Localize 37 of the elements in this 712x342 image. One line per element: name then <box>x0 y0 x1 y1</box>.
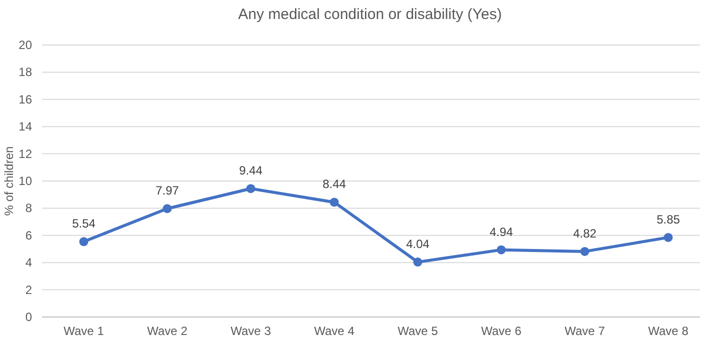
y-tick-label: 2 <box>25 282 32 297</box>
y-tick-label: 18 <box>18 65 32 80</box>
x-tick-label: Wave 3 <box>230 324 272 338</box>
x-tick-label: Wave 1 <box>64 324 104 338</box>
data-label: 7.97 <box>156 184 180 198</box>
point <box>580 246 590 256</box>
point <box>330 198 339 207</box>
y-tick-label: 14 <box>18 120 32 134</box>
data-label: 5.54 <box>72 216 96 231</box>
y-tick-label: 20 <box>18 38 32 52</box>
y-axis-title: % of children <box>2 146 16 216</box>
data-label: 4.94 <box>490 224 514 239</box>
x-tick-label: Wave 4 <box>314 324 355 338</box>
y-tick-label: 12 <box>18 146 32 161</box>
point <box>496 245 506 254</box>
point <box>246 184 256 194</box>
y-tick-label: 10 <box>18 174 32 188</box>
x-tick-label: Wave 2 <box>147 324 188 338</box>
data-label: 4.04 <box>406 237 430 252</box>
x-tick-label: Wave 8 <box>648 324 689 338</box>
point <box>79 237 88 246</box>
data-label: 8.44 <box>322 177 346 192</box>
data-label: 9.44 <box>239 164 263 178</box>
x-tick-label: Wave 6 <box>481 324 522 338</box>
point <box>664 232 673 242</box>
point <box>162 204 172 214</box>
data-label: 4.82 <box>573 226 597 240</box>
chart-title: Any medical condition or disability (Yes) <box>238 6 502 23</box>
data-label: 5.85 <box>656 212 680 226</box>
y-tick-label: 0 <box>25 310 32 324</box>
y-tick-label: 6 <box>25 228 32 242</box>
x-tick-label: Wave 5 <box>398 324 438 338</box>
y-tick-label: 8 <box>25 201 32 216</box>
x-tick-label: Wave 7 <box>564 324 606 338</box>
y-tick-label: 16 <box>18 92 32 106</box>
y-tick-label: 4 <box>25 256 32 270</box>
point <box>413 258 422 267</box>
